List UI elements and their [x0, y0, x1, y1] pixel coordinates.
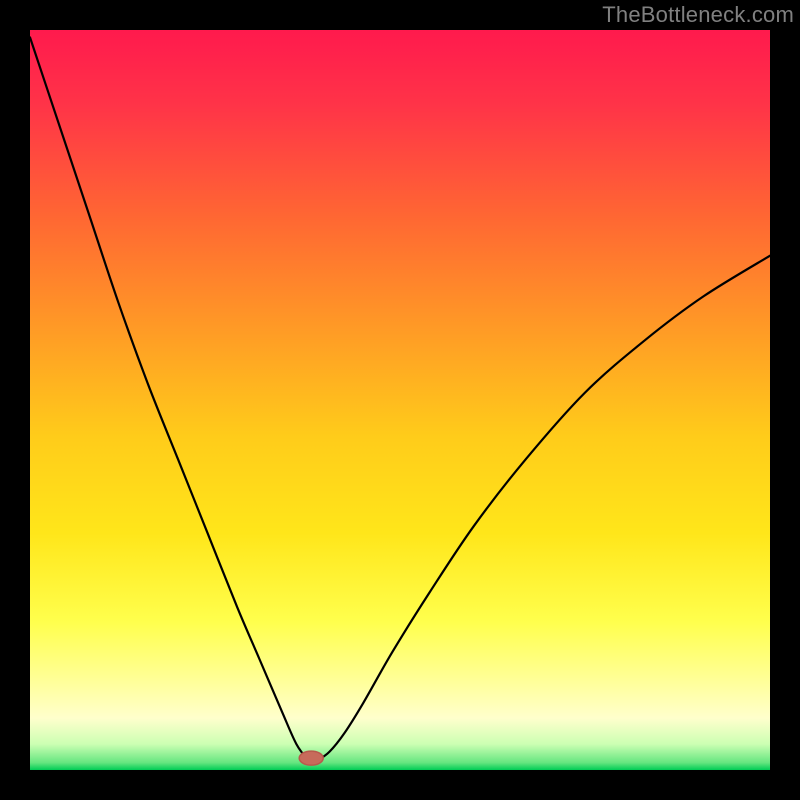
minimum-marker	[299, 751, 323, 765]
chart-container: TheBottleneck.com	[0, 0, 800, 800]
bottleneck-chart	[0, 0, 800, 800]
watermark-text: TheBottleneck.com	[602, 2, 794, 28]
plot-background	[30, 30, 770, 770]
